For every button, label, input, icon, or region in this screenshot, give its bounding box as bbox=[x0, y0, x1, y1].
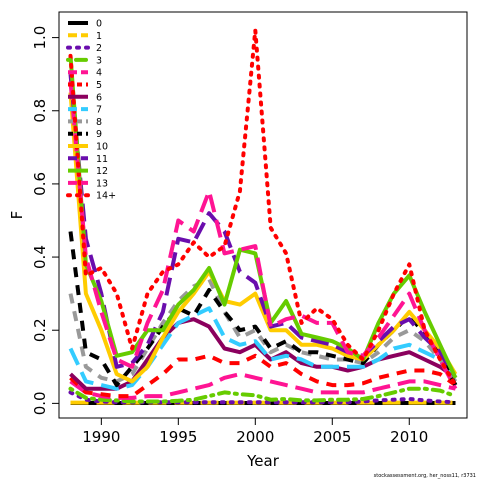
series-line-10 bbox=[68, 92, 458, 384]
x-tick-label: 1995 bbox=[159, 428, 197, 446]
series-line-13 bbox=[68, 81, 458, 390]
legend-label: 4 bbox=[96, 68, 102, 79]
y-tick-label: 0.6 bbox=[31, 172, 49, 196]
series-line-8 bbox=[68, 277, 458, 384]
series-line-4 bbox=[69, 372, 456, 400]
legend-label: 11 bbox=[96, 154, 108, 165]
legend-label: 0 bbox=[96, 19, 102, 30]
legend-label: 9 bbox=[96, 129, 102, 140]
series-layer bbox=[68, 28, 458, 405]
series-line-3 bbox=[68, 386, 458, 404]
x-axis-label: Year bbox=[246, 452, 280, 470]
y-tick-label: 0.0 bbox=[31, 391, 49, 415]
y-tick-label: 0.2 bbox=[31, 318, 49, 342]
y-tick-label: 0.8 bbox=[31, 99, 49, 123]
series-line-5 bbox=[69, 353, 457, 399]
legend-label: 5 bbox=[96, 80, 102, 91]
x-tick-label: 1990 bbox=[82, 428, 120, 446]
legend-label: 8 bbox=[96, 117, 102, 128]
legend-label: 14+ bbox=[96, 191, 116, 202]
plot-frame bbox=[58, 11, 468, 419]
series-line-11 bbox=[68, 74, 458, 379]
legend-label: 2 bbox=[96, 43, 102, 54]
x-axis: 1990 1995 2000 2005 2010 bbox=[82, 417, 428, 446]
legend-label: 7 bbox=[96, 105, 102, 116]
y-axis: 0.0 0.2 0.4 0.6 0.8 1.0 bbox=[31, 26, 60, 415]
watermark-text: stockassessment.org, her_noss11, r3731 bbox=[374, 473, 476, 479]
legend-label: 10 bbox=[96, 142, 108, 153]
legend-label: 6 bbox=[96, 92, 102, 103]
legend-label: 1 bbox=[96, 31, 102, 42]
x-tick-label: 2000 bbox=[236, 428, 274, 446]
series-line-7 bbox=[68, 306, 458, 391]
y-tick-label: 1.0 bbox=[31, 26, 49, 50]
series-line-14-plus bbox=[68, 28, 458, 388]
x-tick-label: 2010 bbox=[390, 428, 428, 446]
y-tick-label: 0.4 bbox=[31, 245, 49, 269]
x-tick-label: 2005 bbox=[313, 428, 351, 446]
legend-label: 3 bbox=[96, 55, 102, 66]
legend-label: 13 bbox=[96, 178, 108, 189]
y-axis-label: F bbox=[8, 211, 26, 220]
legend-label: 12 bbox=[96, 166, 108, 177]
